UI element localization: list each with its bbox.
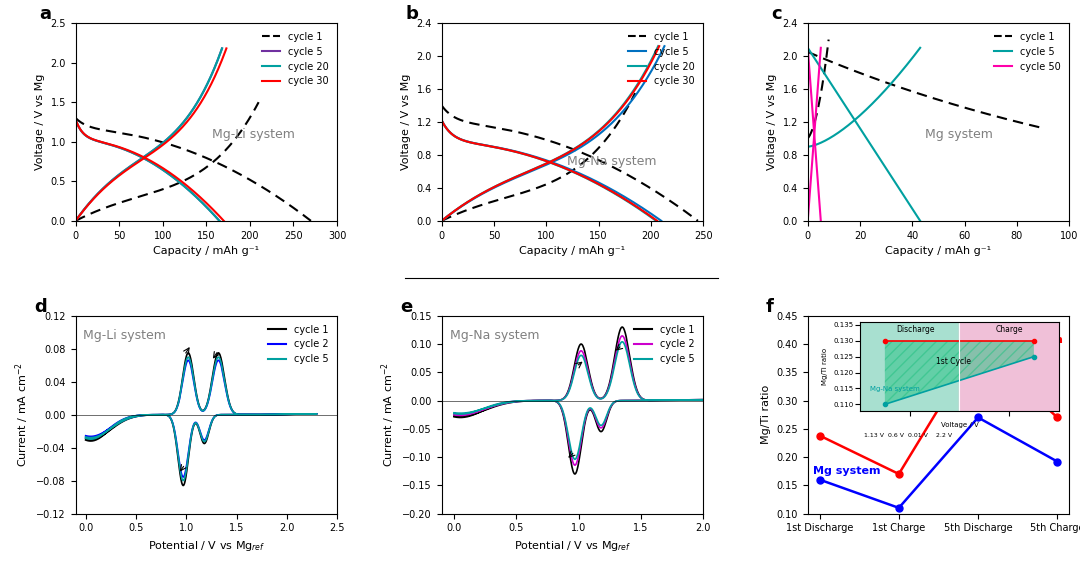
X-axis label: Potential / V vs Mg$_{ref}$: Potential / V vs Mg$_{ref}$ [514,539,631,553]
Legend: cycle 1, cycle 5, cycle 20, cycle 30: cycle 1, cycle 5, cycle 20, cycle 30 [624,28,699,91]
Legend: cycle 1, cycle 5, cycle 20, cycle 30: cycle 1, cycle 5, cycle 20, cycle 30 [258,28,333,91]
X-axis label: Capacity / mAh g⁻¹: Capacity / mAh g⁻¹ [153,246,259,256]
Text: f: f [766,298,773,316]
X-axis label: Potential / V vs Mg$_{ref}$: Potential / V vs Mg$_{ref}$ [148,539,265,553]
X-axis label: Capacity / mAh g⁻¹: Capacity / mAh g⁻¹ [886,246,991,256]
X-axis label: Capacity / mAh g⁻¹: Capacity / mAh g⁻¹ [519,246,625,256]
Text: b: b [405,5,418,23]
Text: e: e [400,298,413,316]
Legend: cycle 1, cycle 5, cycle 50: cycle 1, cycle 5, cycle 50 [990,28,1064,76]
Text: Mg system: Mg system [926,128,994,141]
Legend: cycle 1, cycle 2, cycle 5: cycle 1, cycle 2, cycle 5 [631,321,699,368]
Y-axis label: Mg/Ti ratio: Mg/Ti ratio [760,385,771,444]
Text: Mg system: Mg system [813,466,880,476]
Text: a: a [39,5,51,23]
Text: Mg-Na system: Mg-Na system [567,155,657,168]
Text: c: c [771,5,782,23]
Legend: cycle 1, cycle 2, cycle 5: cycle 1, cycle 2, cycle 5 [265,321,333,368]
Y-axis label: Voltage / V vs Mg: Voltage / V vs Mg [401,74,411,170]
Y-axis label: Current / mA cm$^{-2}$: Current / mA cm$^{-2}$ [13,362,30,467]
Text: Mg-Li system: Mg-Li system [981,335,1063,346]
Text: Mg-Li system: Mg-Li system [83,329,166,343]
Y-axis label: Current / mA cm$^{-2}$: Current / mA cm$^{-2}$ [379,362,396,467]
Y-axis label: Voltage / V vs Mg: Voltage / V vs Mg [767,74,778,170]
Text: Mg-Na system: Mg-Na system [449,329,539,343]
Text: Mg-Li system: Mg-Li system [212,128,295,141]
Y-axis label: Voltage / V vs Mg: Voltage / V vs Mg [35,74,45,170]
Text: d: d [33,298,46,316]
